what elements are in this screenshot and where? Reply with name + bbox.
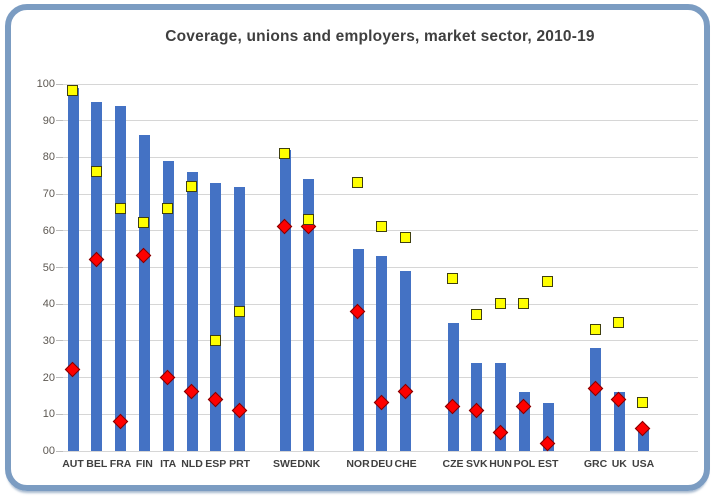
employers-marker — [447, 272, 458, 284]
employers-marker — [67, 85, 78, 97]
coverage-bar — [138, 135, 150, 451]
x-axis-label: PRT — [229, 458, 251, 470]
coverage-bar — [542, 403, 554, 451]
employers-marker — [494, 298, 506, 310]
employers-marker — [138, 217, 150, 229]
employers-marker — [613, 316, 625, 328]
coverage-bar — [447, 322, 459, 451]
y-axis-label: 60 — [42, 224, 55, 237]
y-axis-label: 100 — [36, 78, 55, 90]
y-axis-tick — [56, 120, 63, 122]
y-axis-tick — [56, 450, 63, 452]
chart-title: Coverage, unions and employers, market s… — [165, 28, 595, 45]
y-axis-tick — [56, 193, 63, 195]
employers-marker — [399, 232, 411, 244]
y-axis-tick — [56, 340, 63, 342]
employers-marker — [233, 305, 245, 317]
x-axis-label: EST — [537, 458, 559, 470]
y-axis-label: 00 — [42, 445, 55, 457]
coverage-bar — [115, 106, 127, 451]
employers-marker — [637, 397, 649, 409]
x-axis-label: FIN — [135, 458, 153, 470]
y-gridline — [62, 120, 698, 122]
y-axis-label: 20 — [42, 371, 55, 384]
coverage-bar — [303, 179, 315, 451]
y-axis-label: 40 — [42, 298, 55, 311]
x-axis-label: GRC — [583, 458, 608, 470]
x-axis-label: DNK — [297, 458, 321, 470]
coverage-bar — [279, 150, 291, 451]
y-gridline — [62, 156, 698, 158]
employers-marker — [302, 213, 314, 225]
x-axis-label: ITA — [160, 458, 177, 470]
coverage-bar — [210, 183, 222, 451]
y-axis-tick — [56, 156, 63, 158]
employers-marker — [209, 334, 221, 346]
employers-marker — [470, 309, 482, 321]
employers-marker — [375, 221, 387, 233]
employers-marker — [518, 298, 530, 310]
y-axis-label: 80 — [42, 151, 55, 164]
y-axis-tick — [56, 413, 63, 415]
x-axis-label: UK — [611, 458, 627, 470]
x-axis-label: NOR — [346, 458, 370, 470]
x-axis-label: SWE — [273, 458, 297, 470]
employers-marker — [114, 202, 126, 214]
y-axis-label: 30 — [42, 334, 55, 347]
y-axis-tick — [56, 83, 63, 85]
coverage-bar — [590, 348, 601, 451]
x-axis-label: NLD — [181, 458, 203, 470]
x-axis-label: CHE — [394, 458, 417, 470]
x-axis-label: CZE — [442, 458, 464, 470]
x-axis-label: POL — [513, 458, 536, 470]
coverage-bar — [352, 249, 364, 451]
coverage-bar — [637, 428, 649, 451]
coverage-bar — [376, 256, 388, 451]
y-axis-tick — [56, 267, 63, 268]
coverage-bar — [518, 392, 530, 451]
x-axis-label: FRA — [109, 458, 132, 470]
x-axis-label: USA — [632, 458, 655, 470]
coverage-bar — [67, 87, 79, 451]
y-axis-label: 50 — [42, 261, 55, 274]
x-axis-label: DEU — [370, 458, 393, 470]
employers-marker — [589, 323, 601, 335]
coverage-bar — [613, 392, 625, 451]
coverage-bar — [495, 362, 507, 451]
x-axis-label: HUN — [489, 458, 512, 470]
y-axis-tick — [56, 377, 63, 379]
coverage-bar — [400, 271, 412, 451]
x-axis-label: BEL — [86, 458, 108, 470]
employers-marker — [90, 166, 102, 178]
x-axis-label: AUT — [62, 458, 84, 470]
y-gridline — [62, 193, 698, 195]
employers-marker — [186, 180, 197, 192]
x-axis-label: ESP — [205, 458, 227, 470]
y-axis-tick — [56, 303, 63, 305]
chart-frame — [5, 4, 710, 491]
y-gridline — [62, 450, 698, 452]
y-axis-label: 70 — [42, 188, 55, 201]
y-axis-tick — [56, 230, 63, 232]
coverage-bar — [162, 161, 174, 451]
employers-marker — [352, 177, 363, 189]
coverage-bar — [186, 172, 198, 451]
coverage-bar — [91, 102, 103, 451]
y-axis-label: 90 — [42, 114, 55, 127]
employers-marker — [279, 147, 290, 159]
employers-marker — [162, 202, 174, 214]
y-axis-label: 10 — [42, 408, 55, 421]
coverage-bar — [234, 186, 246, 451]
y-gridline — [62, 83, 698, 85]
x-axis-label: SVK — [466, 458, 488, 470]
employers-marker — [542, 276, 554, 288]
